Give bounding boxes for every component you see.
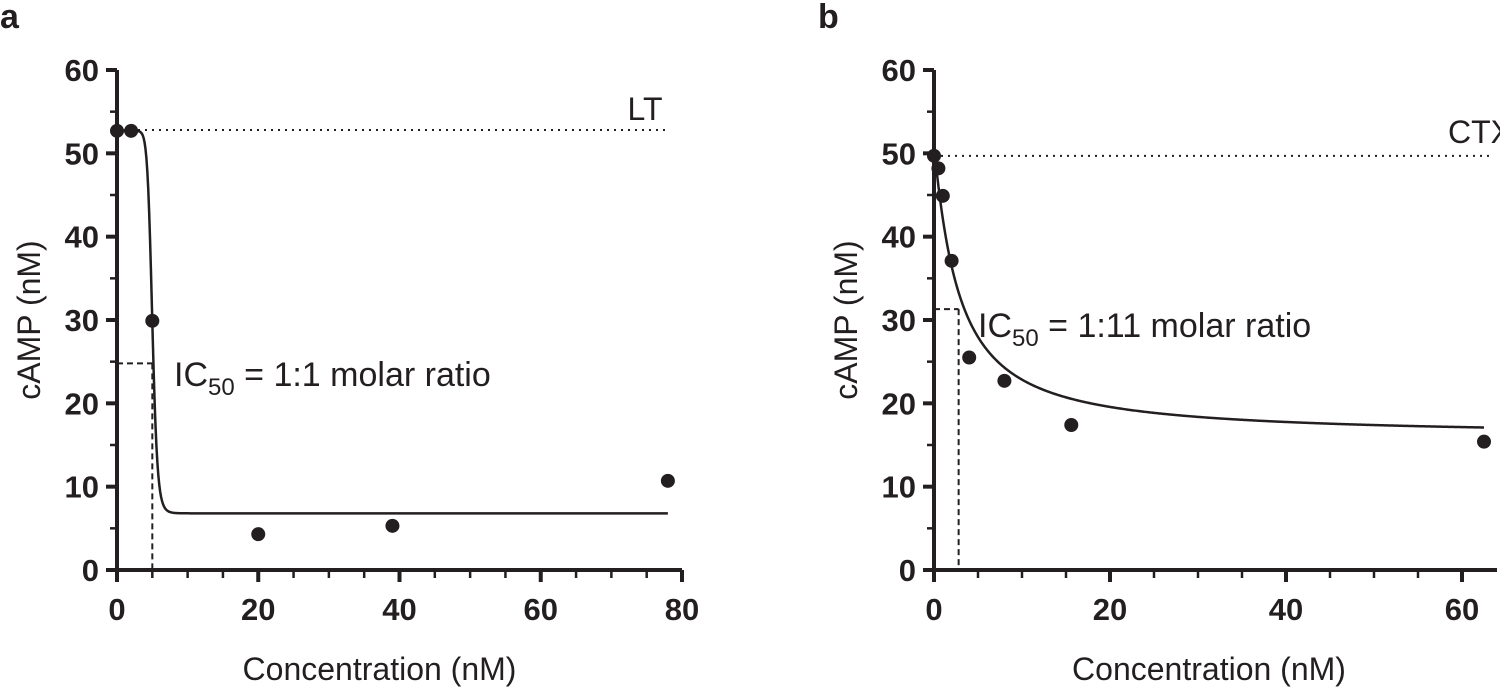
- ic50-label-subscript: 50: [208, 374, 235, 401]
- x-axis-title: Concentration (nM): [243, 651, 517, 687]
- ic50-label: IC50 = 1:11 molar ratio: [978, 307, 1311, 352]
- ic50-label: IC50 = 1:1 molar ratio: [174, 356, 491, 401]
- ic50-label-subscript: 50: [1012, 325, 1039, 352]
- y-tick-label: 40: [65, 220, 99, 255]
- x-tick-label: 0: [108, 592, 125, 627]
- y-tick-label: 60: [65, 53, 99, 88]
- panel-label: a: [0, 0, 20, 36]
- x-tick-label: 40: [1269, 592, 1303, 627]
- fit-curve: [117, 129, 668, 515]
- data-point: [997, 373, 1012, 388]
- data-point: [124, 123, 139, 138]
- ic50-label-suffix: = 1:1 molar ratio: [235, 356, 491, 394]
- data-point: [251, 527, 266, 542]
- x-tick-label: 0: [925, 592, 942, 627]
- data-point: [944, 253, 959, 268]
- data-point: [1477, 434, 1491, 449]
- y-tick-label: 50: [65, 136, 99, 171]
- data-point: [935, 188, 950, 203]
- fit-curve: [932, 148, 1485, 429]
- y-tick-label: 30: [65, 303, 99, 338]
- series-label: CTX: [1448, 114, 1500, 150]
- x-tick-label: 20: [1093, 592, 1127, 627]
- panel-b: b 0 10 20 30 40 50 60 0 20 40 60 Concentration (nM) c…: [818, 0, 1500, 687]
- data-point: [927, 148, 941, 163]
- data-point: [660, 473, 675, 488]
- y-tick-label: 40: [882, 220, 916, 255]
- y-tick-label: 50: [882, 136, 916, 171]
- ic50-label-prefix: IC: [978, 307, 1012, 345]
- ic50-label-prefix: IC: [174, 356, 208, 394]
- y-tick-label: 0: [899, 553, 916, 588]
- data-point: [931, 161, 946, 176]
- y-tick-label: 10: [882, 470, 916, 505]
- panel-a: a 0 10 20 30 40 50 60 0 20 40 60 80 Concentration (nM…: [0, 0, 699, 687]
- y-tick-label: 0: [82, 553, 99, 588]
- x-tick-label: 20: [241, 592, 275, 627]
- y-tick-label: 20: [65, 386, 99, 421]
- data-point: [1064, 418, 1079, 432]
- x-tick-label: 60: [1445, 592, 1479, 627]
- data-point: [145, 313, 160, 328]
- x-tick-label: 60: [524, 592, 558, 627]
- y-tick-label: 20: [882, 386, 916, 421]
- series-label: LT: [628, 91, 663, 127]
- y-tick-label: 10: [65, 470, 99, 505]
- x-tick-label: 80: [665, 592, 699, 627]
- y-tick-label: 30: [882, 303, 916, 338]
- data-point: [110, 123, 124, 138]
- x-tick-label: 40: [382, 592, 416, 627]
- y-axis-title: cAMP (nM): [11, 240, 47, 399]
- y-axis-title: cAMP (nM): [828, 240, 864, 399]
- x-axis-title: Concentration (nM): [1072, 651, 1346, 687]
- data-point: [385, 518, 400, 533]
- y-tick-label: 60: [882, 53, 916, 88]
- data-point: [962, 350, 977, 365]
- ic50-label-suffix: = 1:11 molar ratio: [1039, 307, 1311, 345]
- panel-label: b: [818, 0, 839, 36]
